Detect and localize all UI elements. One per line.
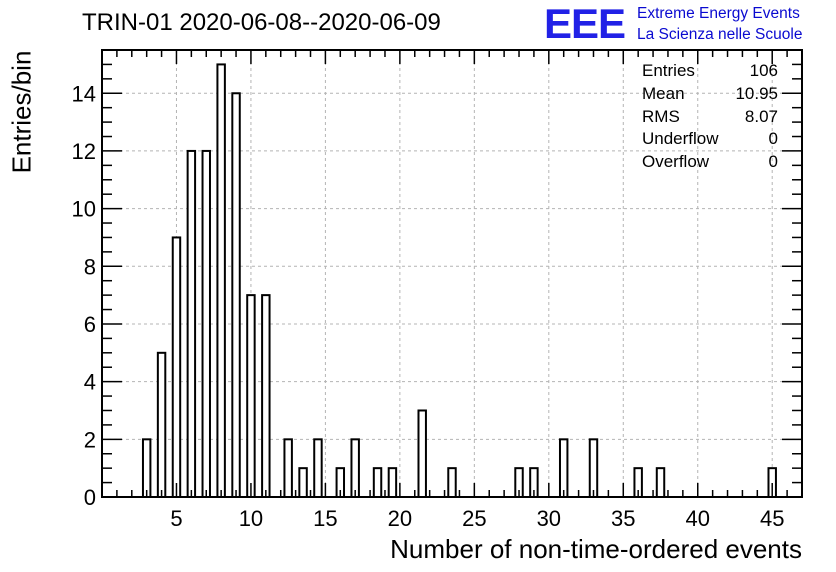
stat-label: Mean [642, 83, 685, 103]
histogram-bar [201, 149, 211, 498]
histogram-bar [261, 294, 271, 498]
x-tick-label: 25 [462, 506, 486, 531]
histogram-bar [156, 351, 167, 498]
y-tick-label: 6 [84, 312, 96, 337]
y-tick-label: 10 [72, 197, 96, 222]
histogram-bar [246, 294, 256, 498]
logo-line-2: La Scienza nelle Scuole [637, 26, 803, 43]
stat-value: 10.95 [735, 83, 778, 103]
histogram-bar [141, 438, 152, 498]
logo-line-1: Extreme Energy Events [637, 5, 800, 22]
histogram-bar [655, 467, 666, 498]
x-tick-label: 10 [239, 506, 263, 531]
histogram-bar [372, 467, 383, 498]
histogram-bar [417, 409, 427, 498]
logo-caption: Extreme Energy Events La Scienza nelle S… [637, 3, 802, 45]
stat-label: Underflow [642, 129, 719, 149]
stat-value: 8.07 [744, 106, 778, 126]
x-tick-label: 5 [170, 506, 182, 531]
histogram-bar [387, 467, 398, 498]
y-tick-label: 2 [84, 427, 96, 452]
x-axis-label: Number of non-time-ordered events [390, 534, 802, 564]
y-tick-label: 8 [84, 254, 96, 279]
plot-frame [101, 49, 803, 498]
histogram-bar [216, 63, 226, 499]
stat-row-mean: Mean 10.95 [642, 83, 778, 106]
stat-label: RMS [642, 106, 680, 126]
stat-value: 0 [768, 152, 778, 172]
y-tick-label: 4 [84, 370, 96, 395]
y-tick-label: 14 [72, 81, 96, 106]
x-tick-label: 20 [388, 506, 412, 531]
histogram-bar [298, 467, 308, 498]
stat-row-rms: RMS 8.07 [642, 106, 778, 129]
y-tick-label: 12 [72, 139, 96, 164]
stat-value: 0 [768, 129, 778, 149]
chart-title: TRIN-01 2020-06-08--2020-06-09 [82, 9, 441, 36]
stat-row-overflow: Overflow 0 [642, 151, 778, 174]
stat-row-entries: Entries 106 [642, 60, 778, 83]
x-tick-label: 40 [686, 506, 710, 531]
histogram-bars [141, 63, 777, 499]
stat-value: 106 [749, 61, 778, 80]
axis-ticks [101, 49, 803, 498]
y-tick-label: 0 [84, 485, 96, 510]
x-tick-label: 30 [537, 506, 561, 531]
histogram-bar [231, 92, 241, 499]
stat-label: Overflow [642, 152, 710, 172]
histogram-bar [283, 438, 293, 498]
x-tick-label: 35 [611, 506, 635, 531]
histogram-bar [558, 438, 569, 498]
eee-logo: EEE [544, 0, 626, 47]
x-tick-label: 15 [313, 506, 337, 531]
histogram-bar [447, 467, 457, 498]
histogram-bar [186, 149, 197, 498]
x-tick-label: 45 [760, 506, 784, 531]
y-axis-label: Entries/bin [6, 50, 37, 174]
histogram-bar [313, 438, 323, 498]
tick-labels: 5 10 15 20 25 30 35 40 45 0 2 4 6 8 10 12 14 [72, 81, 785, 531]
stat-label: Entries [642, 61, 695, 80]
histogram-bar [588, 438, 599, 498]
stat-row-underflow: Underflow 0 [642, 128, 778, 151]
histogram-bar [171, 236, 182, 499]
histogram-bar [350, 438, 360, 498]
stats-box: Entries 106 Mean 10.95 RMS 8.07 Underflo… [642, 60, 778, 174]
